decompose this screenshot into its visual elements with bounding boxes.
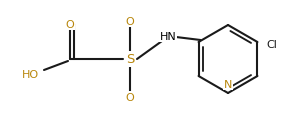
Text: S: S — [126, 53, 134, 66]
Text: O: O — [66, 20, 74, 30]
Text: Cl: Cl — [267, 40, 277, 50]
Text: O: O — [126, 92, 135, 102]
Text: HO: HO — [21, 69, 38, 79]
Text: O: O — [126, 17, 135, 27]
Text: N: N — [224, 79, 232, 89]
Text: HN: HN — [160, 32, 176, 42]
